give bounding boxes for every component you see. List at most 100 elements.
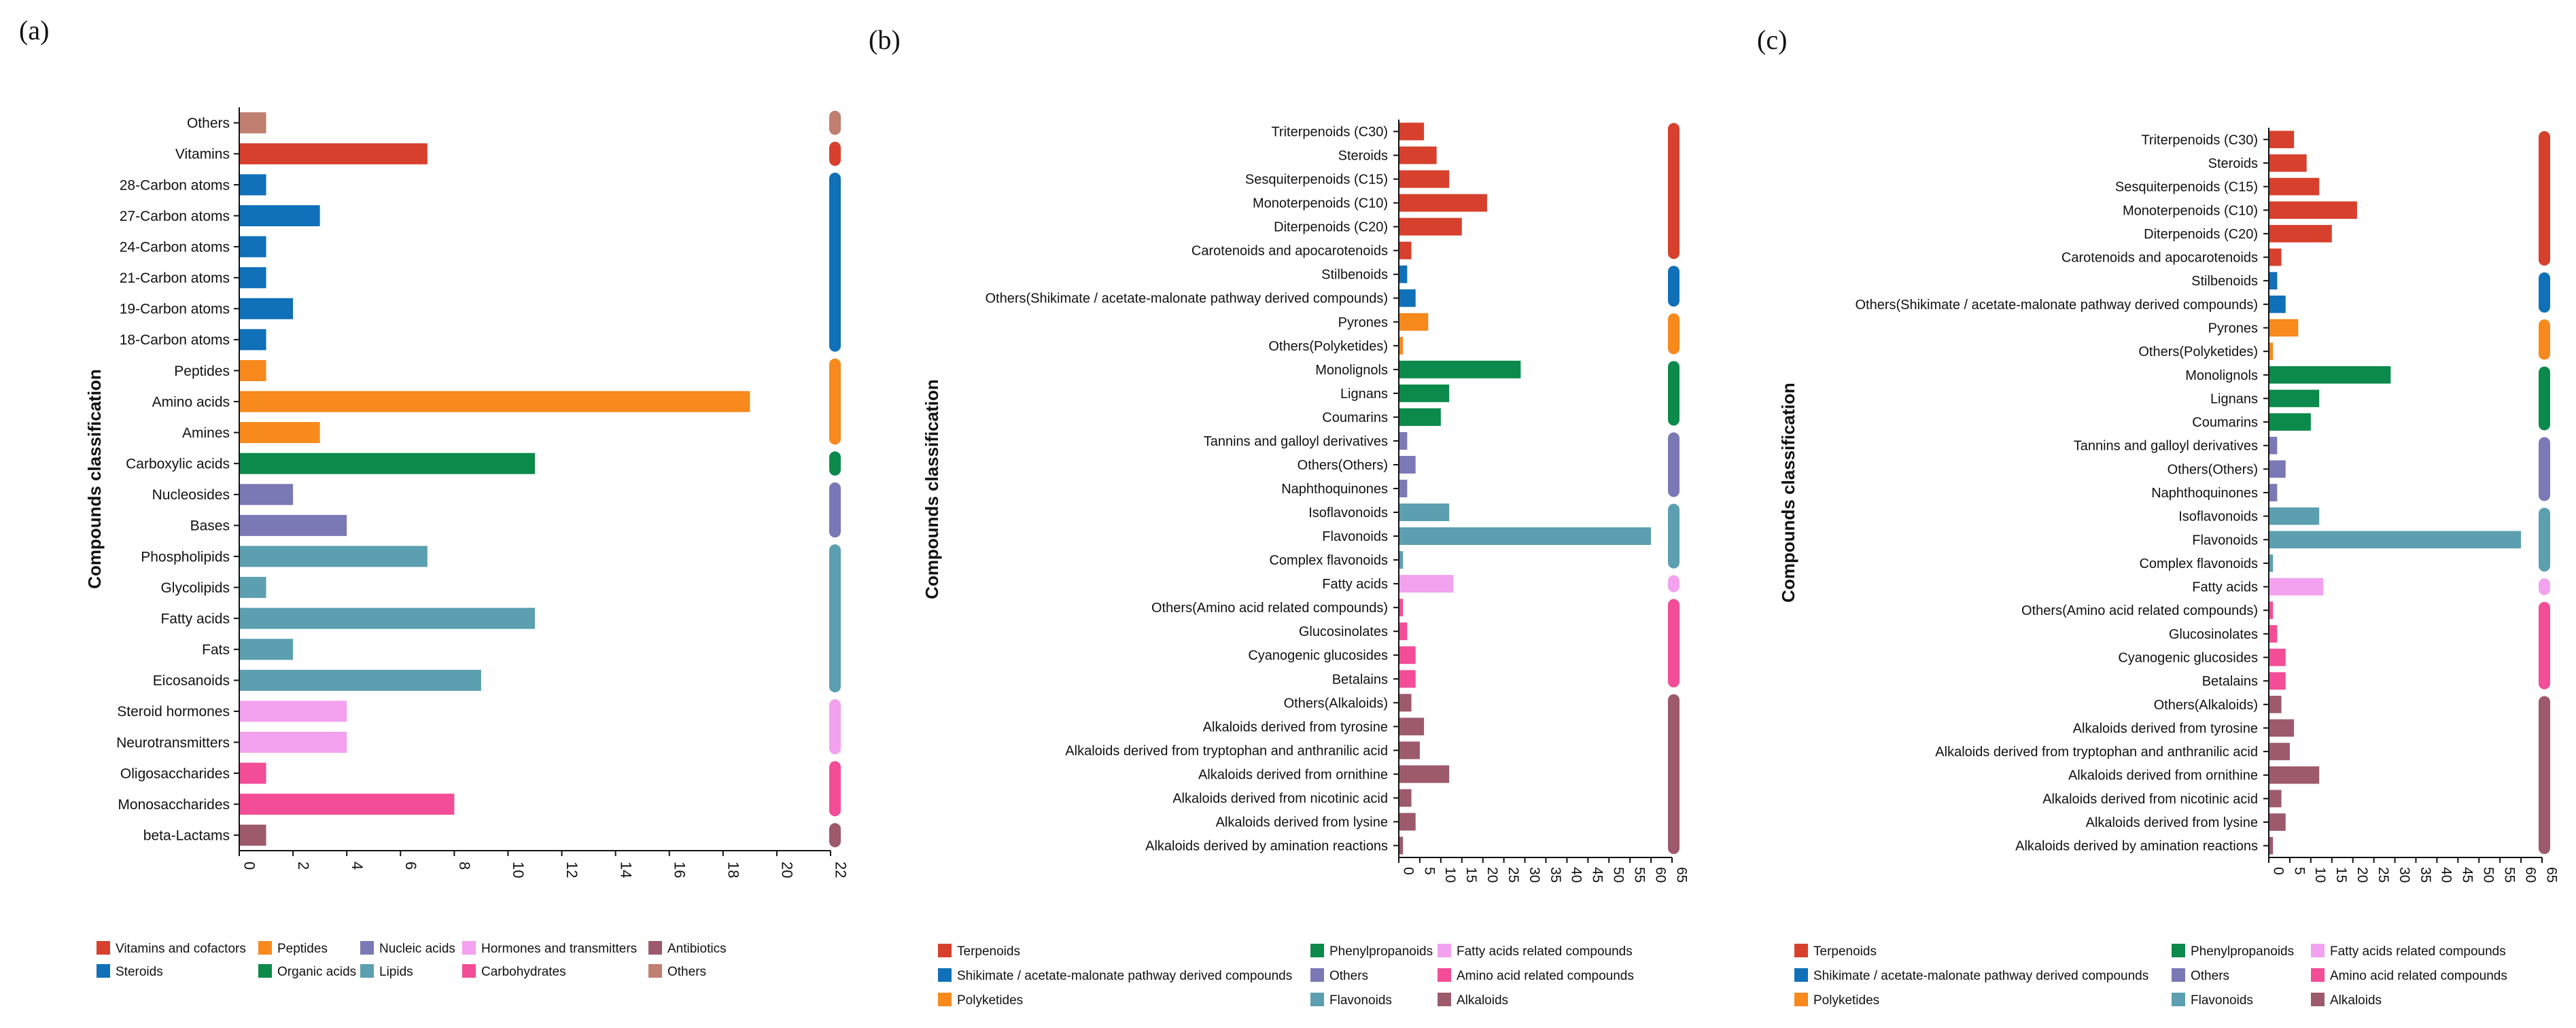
category-label-15: Glycolipids [160,580,230,596]
chart-panel-1: (a)Compounds classificationOthersVitamin… [19,15,850,979]
legend-swatch-8 [1438,993,1451,1006]
bar-4 [2269,225,2332,243]
bar-15 [1399,480,1408,497]
legend: Terpenoids Phenylpropanoids Fatty acids re… [938,944,1634,1008]
category-label-17: Flavonoids [1322,529,1388,544]
group-indicator-8 [829,761,841,817]
bar-11 [239,453,535,474]
bar-15 [239,577,266,599]
legend-label-6: Polyketides [957,993,1023,1008]
category-label-17: Fats [202,642,230,658]
bar-2 [2269,177,2320,196]
x-tick-label-4: 20 [1484,867,1500,883]
bar-13 [239,514,347,536]
x-tick-label-5: 10 [510,862,527,878]
category-label-12: Nucleosides [152,487,230,503]
legend-label-2: Fatty acids related compounds [2330,944,2506,959]
category-label-6: Stilbenoids [1321,268,1388,283]
group-indicator-9 [829,823,841,847]
bar-14 [1399,456,1416,474]
group-indicator-3 [1668,361,1679,426]
x-tick-label-7: 35 [1548,867,1563,883]
bar-24 [2269,695,2282,713]
group-indicator-0 [2539,131,2550,266]
panel-label: (a) [19,15,49,46]
legend-label-5: Amino acid related compounds [1457,969,1634,983]
x-tick-label-9: 45 [2460,867,2475,883]
x-tick-label-11: 22 [833,862,850,878]
bar-16 [2269,507,2320,525]
group-indicator-2 [1668,313,1679,355]
bar-20 [1399,599,1404,617]
category-label-26: Alkaloids derived from tryptophan and an… [1935,745,2258,760]
category-label-22: Monosaccharides [118,797,230,813]
legend-label-0: Vitamins and cofactors [116,942,246,956]
category-label-30: Alkaloids derived by amination reactions [1145,838,1388,853]
bar-27 [1399,765,1450,783]
category-label-1: Steroids [2208,156,2258,171]
bar-30 [1399,836,1404,855]
category-label-27: Alkaloids derived from ornithine [1198,767,1388,782]
bar-16 [239,607,535,629]
x-tick-label-3: 15 [2333,867,2349,883]
bar-9 [239,391,750,412]
category-label-20: Others(Amino acid related compounds) [1151,601,1388,616]
legend-label-2: Fatty acids related compounds [1457,944,1633,959]
bar-14 [239,546,428,567]
category-label-3: 27-Carbon atoms [120,209,230,224]
category-label-19: Steroid hormones [117,704,230,720]
legend-swatch-5 [97,964,110,978]
bar-7 [1399,289,1416,307]
bar-23 [2269,672,2286,690]
legend-label-3: Shikimate / acetate-malonate pathway der… [957,969,1292,983]
bar-17 [239,639,294,660]
legend-label-7: Flavonoids [1329,993,1392,1008]
bar-25 [2269,719,2295,737]
category-label-1: Vitamins [175,147,230,162]
legend-label-4: Others [2191,969,2229,983]
category-label-26: Alkaloids derived from tryptophan and an… [1065,743,1388,758]
category-label-18: Complex flavonoids [2139,556,2258,571]
group-indicator-5 [1668,503,1679,569]
x-tick-label-7: 35 [2418,867,2433,883]
legend-label-1: Phenylpropanoids [2191,944,2294,959]
bar-6 [1399,265,1408,283]
x-tick-label-2: 10 [1442,867,1458,883]
category-label-2: 28-Carbon atoms [120,177,230,193]
x-tick-label-8: 40 [2439,867,2454,883]
x-tick-label-10: 50 [2481,867,2496,883]
category-label-6: Stilbenoids [2191,274,2258,289]
category-label-14: Phospholipids [141,549,230,565]
bar-7 [239,329,266,351]
legend-swatch-8 [2311,993,2325,1006]
legend-swatch-4 [2172,968,2185,982]
category-label-30: Alkaloids derived by amination reactions [2015,839,2258,854]
category-label-12: Coumarins [2192,415,2258,430]
legend-label-9: Others [667,965,706,979]
category-label-2: Sesquiterpenoids (C15) [2115,180,2258,195]
bar-30 [2269,836,2274,855]
bar-17 [1399,527,1652,546]
group-indicator-3 [829,358,841,445]
legend-label-3: Shikimate / acetate-malonate pathway der… [1813,969,2148,983]
category-label-6: 19-Carbon atoms [120,302,230,317]
x-tick-label-1: 2 [295,862,312,870]
chart-panel-2: (b) Compounds classification Triterpenoids… [869,24,1689,1008]
legend-swatch-4 [648,941,662,955]
category-label-5: Carotenoids and apocarotenoids [1191,244,1388,259]
legend-label-6: Polyketides [1813,993,1879,1008]
category-label-4: Diterpenoids (C20) [2144,227,2258,242]
category-label-8: Pyrones [1338,315,1388,330]
category-label-11: Lignans [2210,391,2258,406]
x-tick-label-12: 60 [1652,867,1668,883]
x-tick-label-0: 0 [2270,867,2286,875]
bar-23 [239,824,266,846]
category-label-14: Others(Others) [2168,462,2258,477]
category-label-23: beta-Lactams [143,828,230,844]
category-label-28: Alkaloids derived from nicotinic acid [2042,792,2258,807]
legend-swatch-1 [2172,944,2185,957]
bar-0 [2269,130,2295,149]
bar-9 [2269,342,2274,360]
bar-6 [2269,272,2278,290]
